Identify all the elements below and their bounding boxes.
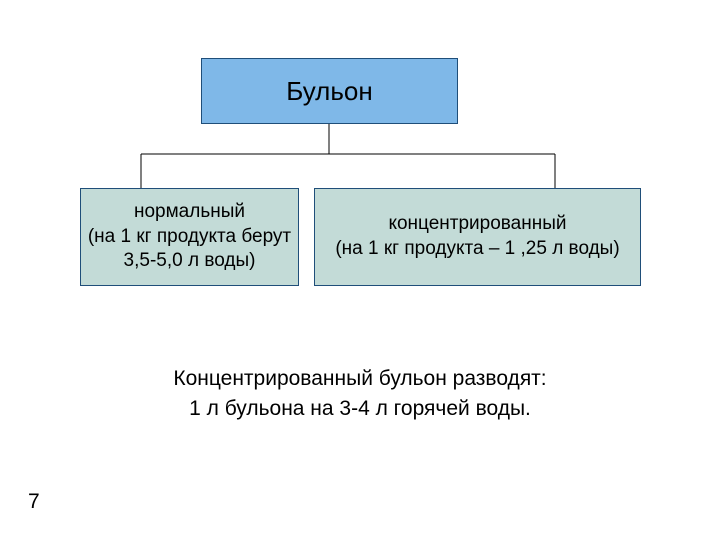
root-node: Бульон — [201, 58, 458, 124]
child-node-0: нормальный (на 1 кг продукта берут 3,5-5… — [80, 188, 299, 286]
child-label-1: концентрированный (на 1 кг продукта – 1 … — [335, 212, 619, 261]
page-number-text: 7 — [28, 490, 40, 513]
child-label-0: нормальный (на 1 кг продукта берут 3,5-5… — [88, 200, 291, 274]
page-number: 7 — [28, 490, 40, 514]
note-text: Концентрированный бульон разводят: 1 л б… — [131, 335, 589, 423]
note-content: Концентрированный бульон разводят: 1 л б… — [173, 367, 546, 419]
root-label: Бульон — [286, 76, 372, 107]
child-node-1: концентрированный (на 1 кг продукта – 1 … — [314, 188, 641, 286]
